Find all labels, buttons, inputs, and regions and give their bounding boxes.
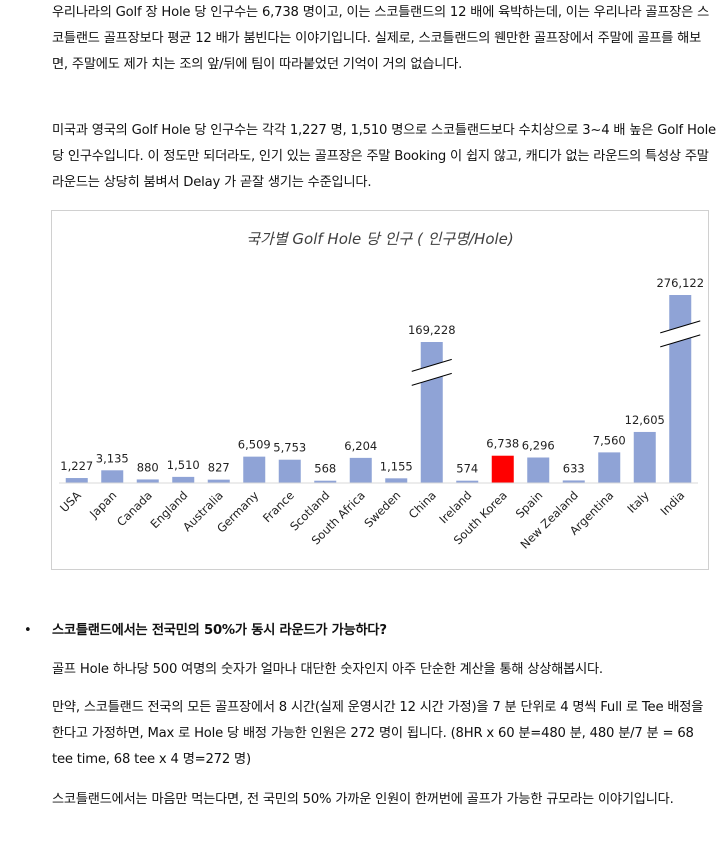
- data-label-china: 169,228: [408, 323, 456, 337]
- bar-australia: [207, 479, 230, 483]
- bar-chart: 국가별 Golf Hole 당 인구 ( 인구명/Hole) 1,227 USA 3…: [51, 210, 709, 570]
- data-label-england: 1,510: [167, 458, 200, 472]
- bar-spain: [527, 457, 550, 483]
- axis-break-china: [411, 359, 452, 386]
- data-label-usa: 1,227: [60, 459, 93, 473]
- axis-break-line-india-2: [660, 334, 701, 348]
- data-label-india: 276,122: [656, 276, 704, 290]
- axis-break-india: [660, 320, 701, 347]
- data-label-scotland: 568: [314, 462, 336, 476]
- intro-paragraph: 우리나라의 Golf 장 Hole 당 인구수는 6,738 명이고, 이는 스…: [52, 5, 710, 72]
- data-label-canada: 880: [137, 460, 159, 474]
- bar-scotland: [314, 480, 337, 483]
- bar-england: [172, 476, 195, 483]
- bar-sweden: [385, 478, 408, 483]
- comparison-paragraph: 미국과 영국의 Golf Hole 당 인구수는 각각 1,227 명, 1,5…: [52, 123, 716, 190]
- bar-canada: [136, 479, 159, 483]
- data-label-italy: 12,605: [625, 413, 665, 427]
- bullet-heading-text: 스코틀랜드에서는 전국민의 50%가 동시 라운드가 가능하다?: [52, 623, 387, 638]
- data-label-sweden: 1,155: [380, 459, 413, 473]
- bar-india: [669, 295, 692, 483]
- tick-label-japan: Japan: [86, 488, 119, 521]
- bullet-icon: •: [24, 623, 32, 638]
- data-label-japan: 3,135: [96, 451, 129, 465]
- tick-label-india: India: [658, 488, 688, 518]
- tick-label-italy: Italy: [624, 488, 652, 516]
- bar-italy: [633, 431, 656, 483]
- tick-label-china: China: [406, 488, 439, 521]
- data-label-south-korea: 6,738: [486, 437, 519, 451]
- bar-argentina: [598, 452, 621, 483]
- data-label-germany: 6,509: [238, 438, 271, 452]
- tick-label-sweden: Sweden: [361, 488, 403, 530]
- bar-usa: [65, 478, 88, 483]
- conclusion-paragraph: 스코틀랜드에서는 마음만 먹는다면, 전 국민의 50% 가까운 인원이 한꺼번…: [52, 792, 674, 807]
- data-label-ireland: 574: [456, 462, 478, 476]
- data-label-south-africa: 6,204: [344, 439, 377, 453]
- bar-germany: [243, 456, 266, 483]
- data-label-argentina: 7,560: [593, 433, 626, 447]
- bullet-heading: • 스코틀랜드에서는 전국민의 50%가 동시 라운드가 가능하다?: [24, 618, 714, 644]
- tick-label-usa: USA: [57, 488, 84, 515]
- axis-break-line-china-1: [411, 358, 452, 372]
- data-label-france: 5,753: [273, 441, 306, 455]
- bar-new-zealand: [562, 480, 585, 483]
- data-label-spain: 6,296: [522, 439, 555, 453]
- calculation-intro-paragraph: 골프 Hole 하나당 500 여명의 숫자가 얼마나 대단한 숫자인지 아주 …: [52, 662, 603, 677]
- axis-break-line-india-1: [660, 320, 701, 334]
- bar-ireland: [456, 480, 479, 483]
- bar-chart-canvas: 국가별 Golf Hole 당 인구 ( 인구명/Hole) 1,227 USA 3…: [57, 230, 704, 552]
- axis-break-line-china-2: [411, 372, 452, 386]
- chart-title: 국가별 Golf Hole 당 인구 ( 인구명/Hole): [246, 230, 514, 248]
- bar-south-korea: [491, 455, 514, 483]
- calculation-paragraph: 만약, 스코틀랜드 전국의 모든 골프장에서 8 시간(실제 운영시간 12 시…: [52, 700, 704, 767]
- bar-france: [278, 459, 301, 483]
- tick-label-spain: Spain: [513, 488, 546, 521]
- data-label-new-zealand: 633: [563, 461, 585, 475]
- bar-south-africa: [349, 457, 372, 483]
- data-label-australia: 827: [208, 461, 230, 475]
- bar-japan: [101, 470, 124, 483]
